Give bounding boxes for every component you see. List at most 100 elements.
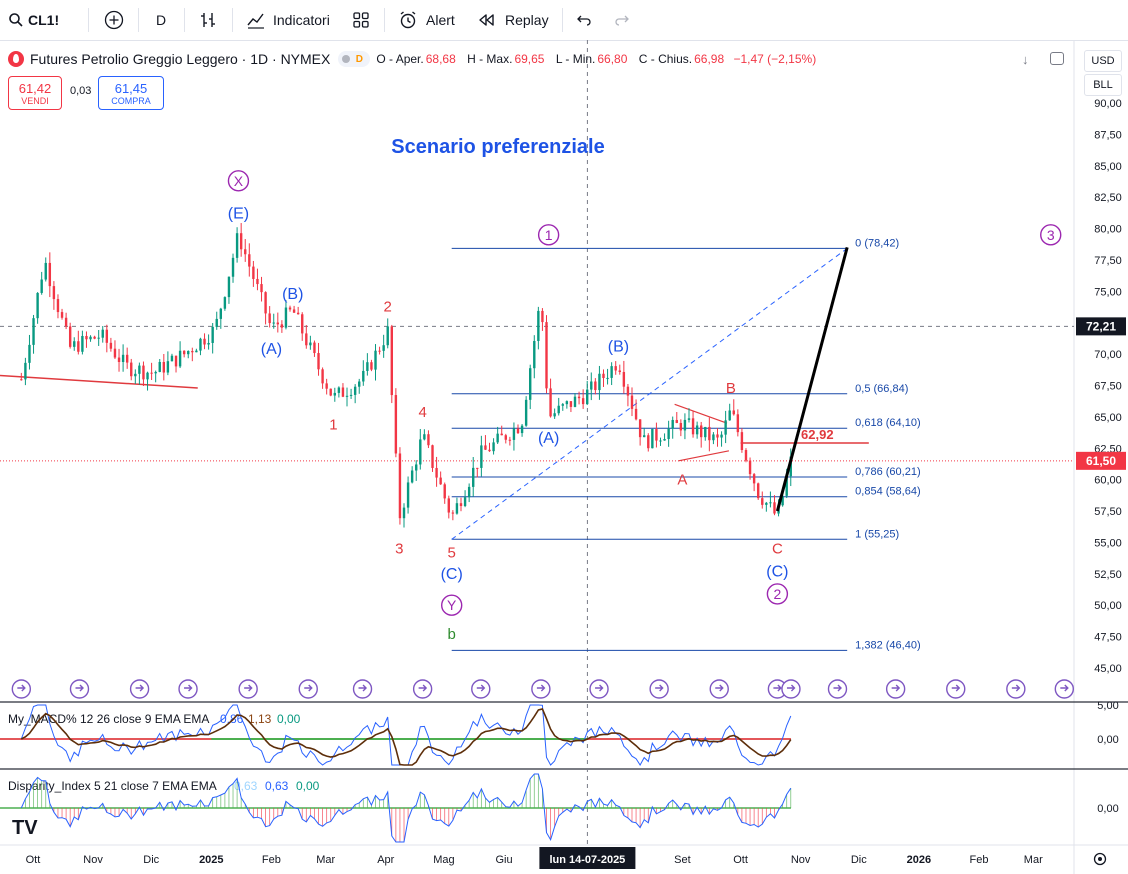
candle-body: [622, 371, 626, 387]
x-tick-label: Ott: [733, 854, 748, 866]
candle-body: [700, 425, 703, 438]
candle-body: [231, 257, 235, 277]
currency-selector[interactable]: USD: [1084, 50, 1122, 72]
replay-button[interactable]: Replay: [478, 0, 549, 40]
candle-body: [406, 482, 410, 508]
rewind-icon: [479, 14, 494, 26]
arrow-right-icon: [184, 684, 193, 692]
candle-body: [280, 324, 284, 328]
candle-body: [435, 467, 438, 478]
candle-body: [244, 249, 247, 255]
wave-label: 1: [545, 227, 553, 243]
buy-label: COMPRA: [111, 95, 151, 106]
candle-body: [744, 450, 748, 461]
candle-body: [667, 428, 670, 439]
unit-label: BLL: [1093, 79, 1113, 91]
candle-body: [557, 405, 560, 414]
candle-body: [655, 428, 658, 441]
indicators-label: Indicatori: [273, 12, 330, 28]
wave-label-circle: [227, 170, 250, 192]
wave-label: Y: [447, 597, 457, 613]
divider: [562, 8, 563, 32]
price-chart[interactable]: Scenario preferenziale 90,00 87,50 85,00 82…: [0, 40, 1128, 874]
indicators-button[interactable]: Indicatori: [246, 0, 330, 40]
candle-body: [93, 336, 96, 339]
triangle-drawing: [674, 403, 728, 424]
indicators-icon: [247, 13, 264, 29]
candle-body: [638, 419, 642, 438]
x-tick-label: 2025: [199, 854, 223, 866]
settings-gear-icon: [1093, 852, 1107, 866]
candle-body: [211, 326, 214, 343]
legend-collapse-icon[interactable]: ↓: [1022, 52, 1029, 67]
candle-body: [659, 440, 662, 442]
economic-event-icon: [238, 679, 258, 699]
redo-button[interactable]: [614, 0, 630, 40]
candle-body: [109, 342, 113, 349]
symbol-search-button[interactable]: CL1!: [8, 0, 59, 40]
economic-event-icon: [11, 679, 32, 699]
y-tick-label: 82,50: [1094, 192, 1122, 204]
candle-body: [166, 361, 170, 373]
undo-button[interactable]: [576, 0, 592, 40]
candle-body: [467, 486, 471, 498]
economic-event-icon: [885, 679, 906, 699]
arrow-right-icon: [358, 684, 368, 692]
candle-body: [341, 387, 345, 397]
candle-body: [203, 338, 206, 345]
candle-body: [695, 425, 699, 435]
alert-button[interactable]: Alert: [398, 0, 455, 40]
wave-label: A: [677, 472, 687, 489]
maximize-icon[interactable]: [1050, 52, 1064, 65]
candle-body: [382, 345, 385, 351]
buy-button[interactable]: 61,45 COMPRA: [98, 76, 164, 110]
x-tick-label: Dic: [143, 854, 159, 866]
candle-body: [773, 502, 776, 514]
x-tick-label: Mag: [433, 854, 454, 866]
candle-body: [130, 362, 133, 377]
candle-body: [125, 354, 129, 363]
candle-body: [529, 368, 532, 400]
wave-label: (E): [228, 205, 249, 222]
candle-body: [455, 503, 459, 514]
candle-body: [561, 404, 564, 406]
wave-label-circle: [441, 594, 463, 616]
y-tick-label: 65,00: [1094, 412, 1122, 424]
candle-body: [276, 322, 280, 325]
sell-button[interactable]: 61,42 VENDI: [8, 76, 62, 110]
wave-label: (A): [538, 430, 559, 447]
candle-body: [219, 308, 223, 319]
wave-label: (C): [441, 566, 463, 583]
triangle-drawing: [678, 450, 730, 462]
candle-body: [195, 350, 198, 353]
candle-body: [252, 266, 255, 279]
candle-body: [170, 355, 174, 362]
disparity-line: [20, 773, 792, 843]
delay-badge: D: [355, 53, 363, 65]
candle-body: [248, 254, 251, 267]
candle-body: [683, 419, 687, 431]
interval-button[interactable]: D: [156, 0, 166, 40]
chart-type-button[interactable]: [199, 0, 217, 40]
layouts-button[interactable]: [352, 0, 370, 40]
candle-body: [484, 445, 487, 450]
compare-button[interactable]: [104, 0, 124, 40]
candle-body: [24, 362, 27, 380]
unit-selector[interactable]: BLL: [1084, 74, 1122, 96]
fib-level-label: 0,618 (64,10): [855, 417, 920, 429]
arrow-right-icon: [476, 684, 486, 692]
legend-title[interactable]: Futures Petrolio Greggio Leggero · 1D · …: [30, 51, 331, 67]
x-tick-label: Apr: [377, 854, 394, 866]
y-tick-label: 85,00: [1094, 161, 1122, 173]
y-tick-label: 87,50: [1094, 129, 1122, 141]
candle-body: [345, 395, 349, 397]
economic-event-icon: [69, 679, 90, 699]
chart-title: Scenario preferenziale: [391, 136, 604, 158]
wave-label: b: [448, 626, 456, 643]
arrow-right-icon: [773, 684, 782, 692]
economic-event-icon: [1054, 679, 1075, 699]
candle-body: [419, 439, 422, 465]
candle-body: [73, 341, 76, 347]
candle-body: [272, 322, 275, 324]
candle-body: [317, 353, 320, 370]
